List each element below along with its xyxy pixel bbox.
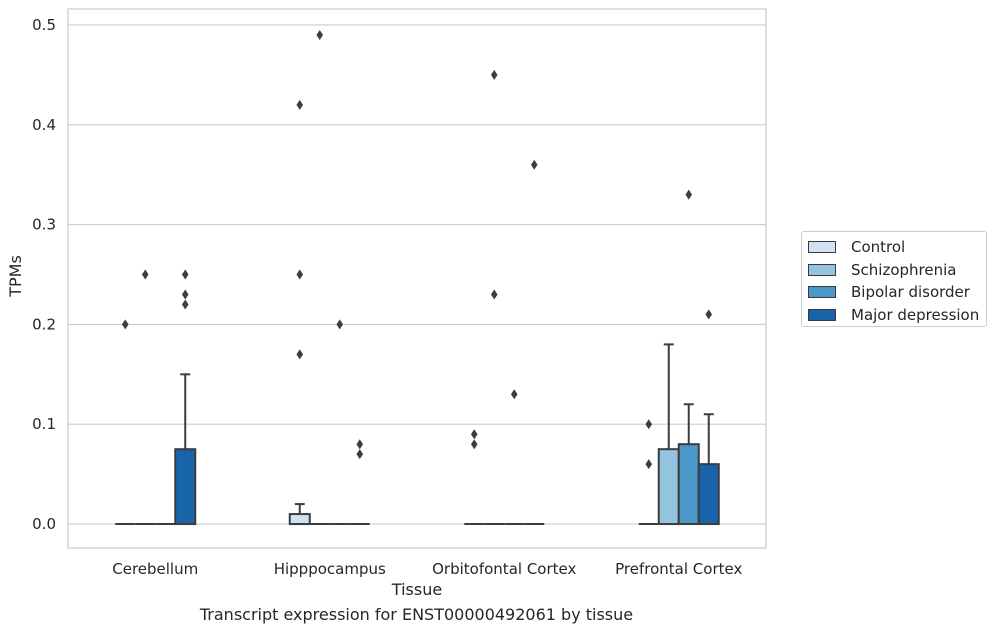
outlier-point [356,439,364,450]
outlier-point [121,319,129,330]
legend-swatch [808,241,836,254]
box [697,463,720,526]
outlier-point [181,299,189,310]
legend-item: Schizophrenia [808,259,986,282]
outlier-point [316,29,324,40]
outlier-point [296,269,304,280]
outlier-point [470,429,478,440]
box-group [504,389,525,526]
outlier-point [181,269,189,280]
plot-marks [115,29,720,526]
chart-caption: Transcript expression for ENST0000049206… [199,605,634,624]
legend-item: Control [808,236,986,259]
box-group [309,29,330,526]
legend-item: Bipolar disorder [808,281,986,304]
outlier-point [705,309,713,320]
outlier-point [296,349,304,360]
box-group [174,269,197,526]
box-group [135,269,156,526]
outlier-point [490,289,498,300]
legend-swatch [808,286,836,299]
outlier-point [356,449,364,460]
y-tick-label: 0.0 [32,515,56,533]
box-group [657,343,680,526]
outlier-point [685,189,693,200]
outlier-point [530,159,538,170]
y-tick-label: 0.1 [32,415,56,433]
box [288,513,311,526]
y-tick-label: 0.5 [32,16,56,34]
outlier-point [490,69,498,80]
y-tick-label: 0.2 [32,315,56,333]
legend-label: Bipolar disorder [851,283,970,302]
outlier-point [510,389,518,400]
legend-label: Control [851,238,906,257]
box-group [288,99,311,526]
box [677,443,700,526]
box-group [349,439,370,526]
outlier-point [645,419,653,430]
outlier-point [470,439,478,450]
box-group [697,309,720,526]
box-group [677,189,700,526]
box-group [115,319,136,526]
outlier-point [645,459,653,470]
legend-label: Major depression [851,305,980,324]
x-tick-label: Prefrontal Cortex [615,560,742,578]
box-group [464,429,485,526]
legend-swatch [808,263,836,276]
legend: Control Schizophrenia Bipolar disorder M… [801,231,987,327]
box [174,448,197,526]
y-axis-label: TPMs [6,255,25,298]
outlier-point [296,99,304,110]
x-tick-label: Cerebellum [112,560,198,578]
legend-label: Schizophrenia [851,260,957,279]
y-tick-label: 0.3 [32,216,56,234]
legend-item: Major depression [808,304,986,327]
box-group [484,69,505,526]
box-group [638,419,659,526]
y-axis-ticks: 0.0 0.1 0.2 0.3 0.4 0.5 [32,16,56,533]
plot-frame [67,8,767,549]
legend-swatch [808,308,836,321]
outlier-point [336,319,344,330]
x-axis-label: Tissue [391,580,442,599]
x-tick-label: Orbitofontal Cortex [432,560,576,578]
x-tick-label: Hipppocampus [274,560,386,578]
box [657,448,680,526]
y-tick-label: 0.4 [32,116,56,134]
box-group [329,319,350,526]
x-axis-ticks: Cerebellum Hipppocampus Orbitofontal Corte… [112,560,742,578]
outlier-point [181,289,189,300]
outlier-point [141,269,149,280]
box-group [524,159,545,526]
